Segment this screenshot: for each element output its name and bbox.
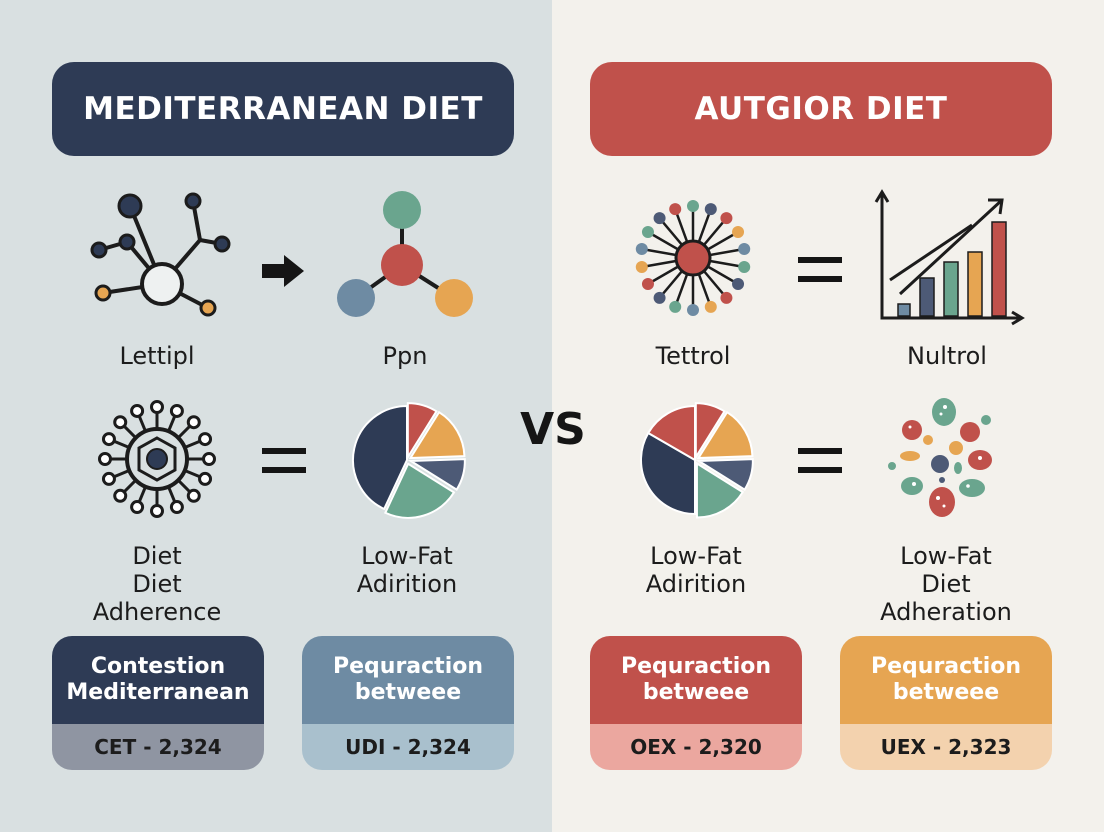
label-line: Adirition xyxy=(645,570,747,598)
label-line: Low-Fat xyxy=(361,542,453,570)
left-title: MEDITERRANEAN DIET xyxy=(83,91,483,127)
label-line: Adirition xyxy=(356,570,458,598)
label-line: Low-Fat xyxy=(900,542,992,570)
right-title: AUTGIOR DIET xyxy=(694,91,948,127)
pie-slice xyxy=(695,461,745,519)
node-dot xyxy=(641,278,654,290)
left-row2-label-a: Diet Diet Adherence xyxy=(62,542,252,626)
node-dot xyxy=(169,500,184,515)
node-dot xyxy=(687,304,699,316)
node-dot xyxy=(720,291,733,304)
right-row2-label-b: Low-Fat Diet Adheration xyxy=(856,542,1036,626)
molecule-network-icon xyxy=(90,192,231,317)
card-header: Contestion Mediterranean xyxy=(52,636,264,724)
label-line: Diet xyxy=(132,542,182,570)
label-line: Low-Fat xyxy=(650,542,742,570)
equals-icon xyxy=(798,257,842,282)
card-value: UDI - 2,324 xyxy=(302,724,514,770)
left-card-1: Contestion Mediterranean CET - 2,324 xyxy=(52,636,264,770)
node-dot xyxy=(704,300,717,313)
pie-slice xyxy=(646,404,696,462)
node-dot xyxy=(101,432,116,447)
card-line: betweee xyxy=(892,680,1000,705)
node-dot xyxy=(687,200,699,212)
node-dot xyxy=(653,212,666,225)
right-card-1: Pequraction betweee OEX - 2,320 xyxy=(590,636,802,770)
card-header: Pequraction betweee xyxy=(840,636,1052,724)
label-line: Adherence xyxy=(92,598,222,626)
card-line: betweee xyxy=(642,680,750,705)
card-value: OEX - 2,320 xyxy=(590,724,802,770)
node-dot xyxy=(635,261,648,274)
card-line: Pequraction xyxy=(332,654,484,679)
pie-chart-icon xyxy=(352,402,466,519)
right-row2-label-a: Low-Fat Adirition xyxy=(608,542,784,598)
node-dot xyxy=(113,415,128,430)
radial-network-icon xyxy=(635,200,751,316)
card-line: betweee xyxy=(354,680,462,705)
node-dot xyxy=(130,500,145,515)
node-dot xyxy=(169,403,184,418)
node-dot xyxy=(113,488,128,503)
node-dot xyxy=(150,400,164,414)
left-row1-label-a: Lettipl xyxy=(119,342,195,370)
node-dot xyxy=(198,432,213,447)
node-dot xyxy=(186,415,201,430)
node-dot xyxy=(150,504,164,518)
right-card-2: Pequraction betweee UEX - 2,323 xyxy=(840,636,1052,770)
pie-slice xyxy=(407,458,466,492)
card-line: Mediterranean xyxy=(66,680,250,705)
card-line: Contestion xyxy=(90,654,226,679)
pie-slice xyxy=(408,410,466,460)
node-dot xyxy=(738,242,751,255)
equals-icon xyxy=(262,448,306,473)
pie-slice xyxy=(694,402,726,461)
node-dot xyxy=(198,471,213,486)
arrow-right-icon xyxy=(262,255,304,287)
card-line: Pequraction xyxy=(870,654,1022,679)
node-dot xyxy=(101,471,116,486)
pie-slice xyxy=(696,410,754,460)
left-card-2: Pequraction betweee UDI - 2,324 xyxy=(302,636,514,770)
card-value: CET - 2,324 xyxy=(52,724,264,770)
node-dot xyxy=(202,452,216,466)
pie-slice xyxy=(695,458,754,492)
pie-slice xyxy=(383,462,456,519)
node-dot xyxy=(641,226,654,238)
card-header: Pequraction betweee xyxy=(590,636,802,724)
particles-icon xyxy=(888,398,992,517)
node-dot xyxy=(720,212,733,225)
card-value: UEX - 2,323 xyxy=(840,724,1052,770)
equals-icon xyxy=(798,448,842,473)
node-dot xyxy=(98,452,112,466)
pie-slice xyxy=(406,402,438,461)
node-dot xyxy=(635,242,648,255)
node-dot xyxy=(732,226,745,238)
node-dot xyxy=(704,203,717,216)
pie-slice xyxy=(352,404,408,511)
card-line: Pequraction xyxy=(620,654,772,679)
pie-chart-icon xyxy=(640,402,754,519)
vs-label: VS xyxy=(520,404,586,455)
molecule-icon xyxy=(337,191,473,317)
label-line: Diet xyxy=(132,570,182,598)
label-line: Adheration xyxy=(880,598,1012,626)
node-dot xyxy=(130,403,145,418)
node-dot xyxy=(732,278,745,290)
right-title-bar: AUTGIOR DIET xyxy=(590,62,1052,156)
node-dot xyxy=(186,488,201,503)
node-dot xyxy=(653,291,666,304)
node-dot xyxy=(669,300,682,313)
right-row1-label-a: Tettrol xyxy=(655,342,731,370)
right-row1-label-b: Nultrol xyxy=(907,342,987,370)
bar-chart-icon xyxy=(874,189,1025,326)
label-line: Diet xyxy=(921,570,971,598)
left-title-bar: MEDITERRANEAN DIET xyxy=(52,62,514,156)
node-dot xyxy=(669,203,682,216)
left-row1-label-b: Ppn xyxy=(382,342,428,370)
node-dot xyxy=(738,261,751,274)
card-header: Pequraction betweee xyxy=(302,636,514,724)
left-row2-label-b: Low-Fat Adirition xyxy=(322,542,492,598)
virus-network-icon xyxy=(98,400,216,518)
